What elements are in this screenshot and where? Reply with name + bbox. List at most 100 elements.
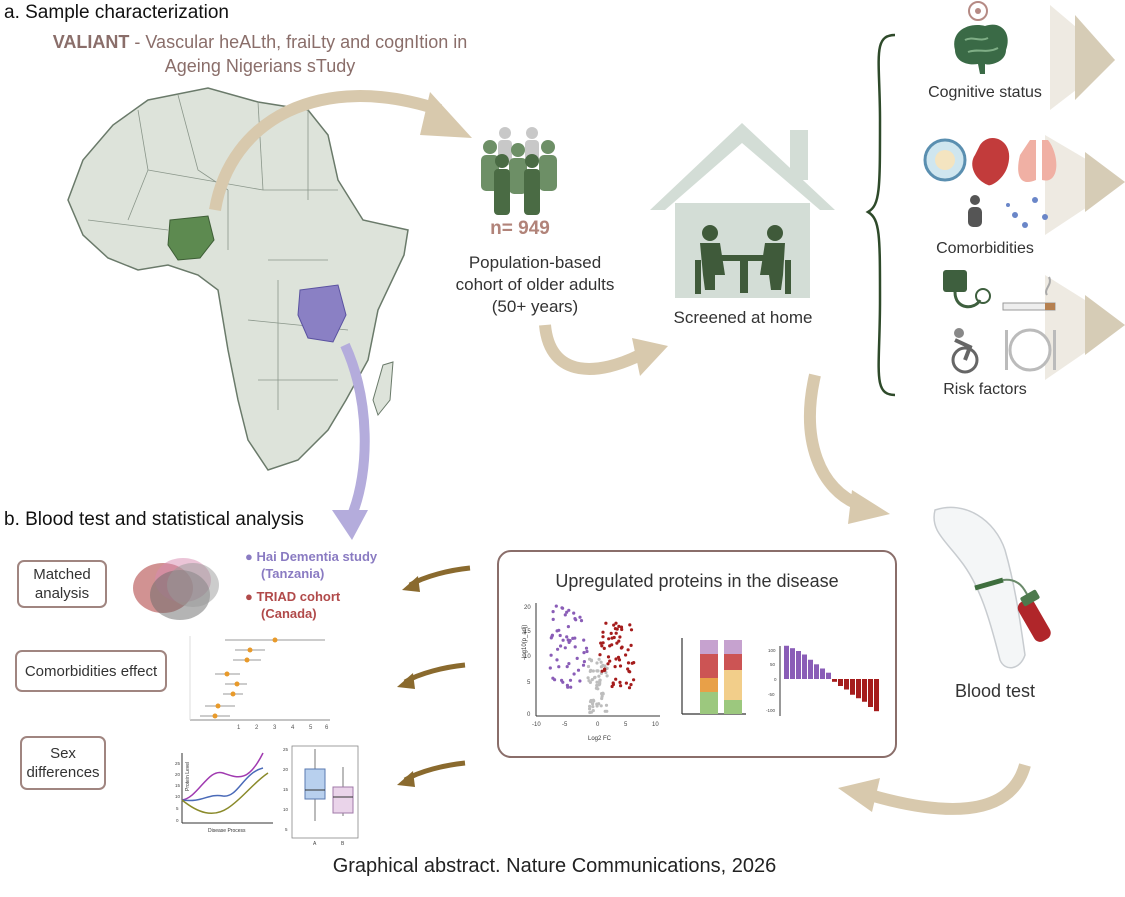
- volcano-point: [632, 678, 636, 682]
- volcano-point: [626, 648, 630, 652]
- svg-text:10: 10: [652, 722, 659, 728]
- forest-plot: 1 2 3 4 5 6: [189, 636, 330, 731]
- volcano-point: [588, 657, 592, 661]
- volcano-point: [565, 610, 569, 614]
- comorbidities-icons: [923, 137, 1057, 228]
- volcano-point: [617, 624, 621, 628]
- volcano-point: [565, 665, 569, 669]
- volcano-point: [618, 635, 622, 639]
- volcano-point: [566, 625, 570, 629]
- svg-text:6: 6: [325, 725, 329, 731]
- venn-diagram: [133, 558, 219, 620]
- volcano-point: [608, 659, 612, 663]
- volcano-point: [616, 655, 621, 659]
- volcano-point: [555, 629, 559, 633]
- volcano-point: [555, 658, 559, 662]
- waterfall-bar: [784, 645, 789, 679]
- study-acronym: VALIANT: [52, 32, 130, 52]
- volcano-point: [592, 676, 597, 680]
- volcano-point: [605, 674, 609, 678]
- line-ylabel: Protein Level: [185, 762, 191, 791]
- volcano-point: [629, 628, 634, 632]
- volcano-point: [614, 657, 618, 661]
- volcano-point: [561, 606, 565, 610]
- volcano-xlabel: Log2 FC: [588, 736, 612, 742]
- volcano-point: [591, 702, 595, 706]
- brain-icon: [954, 1, 1008, 75]
- volcano-point: [614, 621, 618, 625]
- volcano-point: [624, 681, 628, 685]
- volcano-point: [603, 667, 607, 671]
- waterfall-bar: [814, 664, 819, 679]
- svg-text:-5: -5: [562, 722, 568, 728]
- comorbidities-effect-box: Comorbidities effect: [15, 650, 167, 692]
- waterfall-bar: [862, 679, 867, 702]
- volcano-point: [598, 682, 602, 686]
- volcano-point: [566, 685, 570, 689]
- cohort-line2: cohort of older adults: [455, 275, 615, 294]
- svg-text:-50: -50: [768, 692, 775, 697]
- volcano-point: [599, 660, 603, 664]
- volcano-point: [548, 666, 552, 670]
- waterfall-bar: [802, 654, 807, 679]
- volcano-point: [567, 662, 571, 666]
- volcano-point: [591, 669, 595, 673]
- arrow-to-comorbid: [403, 662, 466, 685]
- waterfall-bar-chart: 100 50 0 -50 -100: [766, 645, 879, 716]
- volcano-point: [575, 656, 579, 660]
- waterfall-bar: [856, 679, 861, 699]
- legend-hai-country: (Tanzania): [261, 566, 325, 581]
- volcano-point: [604, 703, 609, 707]
- volcano-point: [629, 683, 633, 687]
- svg-text:20: 20: [283, 767, 289, 772]
- volcano-point: [601, 691, 605, 695]
- volcano-point: [614, 631, 618, 635]
- volcano-point: [572, 672, 576, 676]
- arrow-to-sex: [403, 760, 466, 783]
- svg-text:A: A: [313, 841, 317, 847]
- volcano-point: [611, 681, 615, 685]
- volcano-point: [618, 680, 622, 684]
- waterfall-bar: [820, 668, 825, 679]
- svg-text:5: 5: [176, 806, 179, 811]
- volcano-point: [597, 657, 601, 661]
- volcano-point: [624, 653, 628, 657]
- volcano-point: [556, 647, 560, 651]
- legend-triad-label: TRIAD cohort: [256, 589, 341, 604]
- volcano-point: [591, 709, 595, 713]
- volcano-point: [610, 643, 614, 647]
- volcano-plot: -log10(p_adj) 20 15 10 5 0 -10 -5 0 5 10 Log…: [522, 603, 660, 742]
- volcano-point: [588, 700, 593, 704]
- risk-factor-icons: [943, 270, 1056, 374]
- heart-icon: [972, 137, 1010, 186]
- volcano-point: [560, 678, 564, 682]
- svg-text:0: 0: [527, 712, 531, 718]
- volcano-point: [561, 638, 565, 642]
- trajectory-line-chart: Protein Level 25 20 15 10 5 0 Disease Proce…: [175, 752, 273, 834]
- svg-text:3: 3: [273, 725, 277, 731]
- panel-title: Upregulated proteins in the disease: [555, 571, 839, 591]
- volcano-point: [578, 615, 582, 619]
- volcano-point: [601, 635, 605, 639]
- volcano-point: [591, 705, 595, 709]
- comorbidities-label: Comorbidities: [936, 240, 1034, 257]
- legend-hai-label: Hai Dementia study: [256, 549, 378, 564]
- section-a-title: a. Sample characterization: [4, 2, 229, 23]
- waterfall-bar: [838, 679, 843, 686]
- svg-text:5: 5: [309, 725, 313, 731]
- volcano-point: [610, 684, 614, 689]
- volcano-point: [549, 636, 553, 640]
- plate-icon: [1008, 328, 1052, 372]
- volcano-point: [563, 646, 567, 650]
- svg-text:20: 20: [524, 605, 531, 611]
- people-group-icon: [481, 127, 557, 215]
- volcano-point: [554, 604, 558, 608]
- footer-caption: Graphical abstract. Nature Communication…: [332, 855, 777, 877]
- waterfall-yticks: 100 50 0 -50 -100: [766, 648, 777, 713]
- volcano-point: [602, 646, 606, 650]
- svg-text:15: 15: [524, 629, 531, 635]
- curly-brace: [865, 33, 896, 397]
- line-olive: [181, 772, 269, 815]
- svg-text:5: 5: [285, 827, 288, 832]
